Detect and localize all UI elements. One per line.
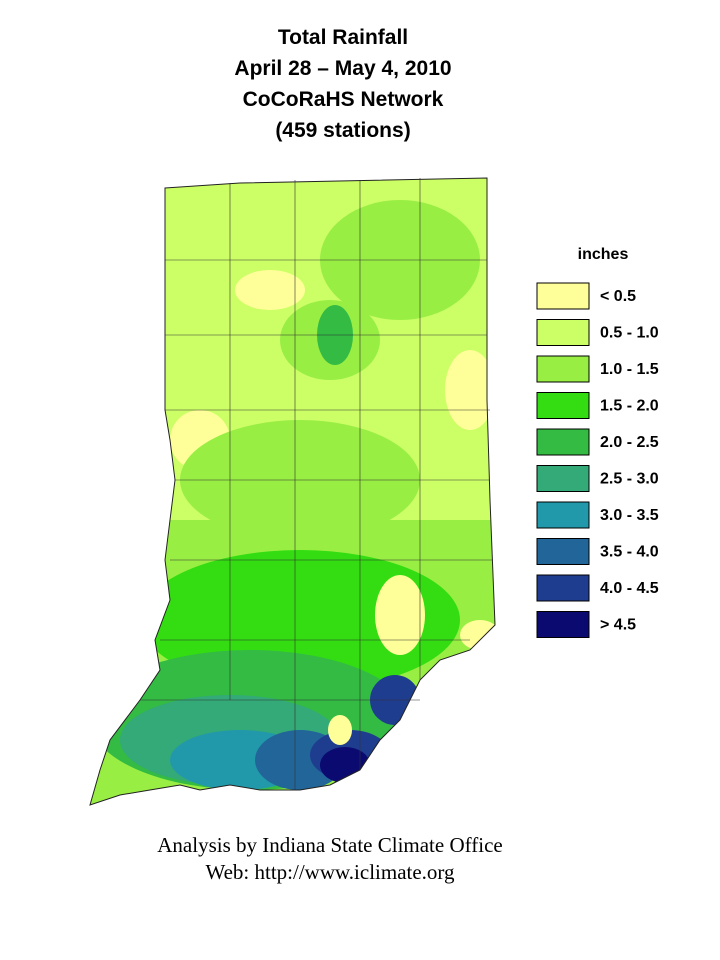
legend-swatch [536, 428, 590, 456]
legend-label: 2.5 - 3.0 [600, 471, 659, 488]
legend-swatch [536, 465, 590, 492]
legend-title: inches [578, 246, 629, 263]
legend-swatch [536, 611, 590, 638]
legend-swatch [536, 501, 590, 529]
title-line: Total Rainfall [278, 26, 408, 49]
title-line: CoCoRaHS Network [243, 88, 444, 111]
legend-swatch [536, 574, 590, 602]
legend-swatch [536, 319, 590, 346]
legend-label: 3.0 - 3.5 [600, 507, 659, 524]
legend-label: 1.0 - 1.5 [600, 361, 659, 378]
legend-label: 3.5 - 4.0 [600, 544, 659, 561]
title-line: April 28 – May 4, 2010 [234, 57, 451, 80]
legend-label: 4.0 - 4.5 [600, 580, 659, 597]
legend-swatch [536, 538, 590, 565]
state-outline [89, 177, 496, 806]
legend: < 0.5 0.5 - 1.0 1.0 - 1.5 1.5 - 2.0 2.0 - 2.… [536, 282, 659, 638]
legend-swatch [536, 392, 590, 419]
county-lines [140, 178, 493, 790]
title-line: (459 stations) [275, 119, 410, 142]
footer: Analysis by Indiana State Climate Office… [157, 833, 502, 884]
legend-swatch [536, 282, 590, 310]
footer-line: Web: http://www.iclimate.org [205, 860, 455, 884]
legend-swatch [536, 355, 590, 383]
legend-label: < 0.5 [600, 288, 636, 305]
legend-label: 2.0 - 2.5 [600, 434, 659, 451]
title: Total Rainfall April 28 – May 4, 2010 CoCo… [234, 26, 451, 142]
legend-label: 1.5 - 2.0 [600, 398, 659, 415]
footer-line: Analysis by Indiana State Climate Office [157, 833, 502, 857]
legend-label: > 4.5 [600, 617, 636, 634]
legend-label: 0.5 - 1.0 [600, 325, 659, 342]
